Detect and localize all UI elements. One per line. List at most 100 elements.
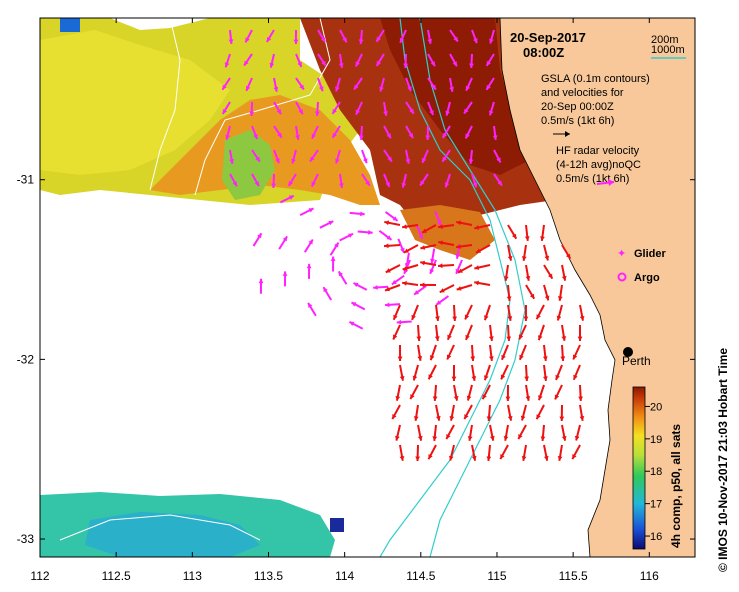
gsla-arrow: [485, 53, 495, 67]
gsla-arrow: [384, 302, 401, 308]
depth-legend-200: 200m: [651, 34, 679, 46]
gsla-arrow: [335, 77, 341, 92]
hf-arrow: [506, 284, 512, 302]
gsla-arrow: [306, 263, 312, 279]
gsla-arrow: [375, 53, 385, 67]
hf-arrow: [420, 244, 437, 250]
hf-arrow: [555, 364, 563, 381]
gsla-arrow: [273, 77, 279, 92]
hf-arrow: [453, 384, 459, 401]
hf-arrow: [392, 324, 401, 340]
hf-arrow: [467, 424, 473, 441]
hf-arrow: [451, 364, 457, 382]
gsla-arrow: [378, 230, 393, 241]
hf-arrow: [437, 263, 455, 269]
x-axis-ticks: 112 112.5 113 113.5 114 114.5 115 115.5 116: [30, 18, 659, 583]
hf-arrow: [579, 404, 585, 421]
hf-arrow: [409, 384, 419, 400]
hf-arrow: [471, 444, 477, 461]
hf-arrow: [517, 424, 527, 440]
gsla-arrow: [339, 29, 348, 43]
hf-arrow: [535, 304, 545, 320]
hf-arrow: [391, 404, 401, 420]
hf-arrow: [486, 444, 492, 462]
gsla-arrow: [295, 77, 305, 91]
hf-arrow: [560, 344, 566, 362]
perth-label: Perth: [622, 354, 651, 368]
gsla-arrow: [361, 149, 368, 164]
gsla-arrow: [243, 53, 253, 67]
hf-arrow: [540, 224, 545, 241]
gsla-arrow: [293, 29, 299, 45]
gsla-arrow: [465, 77, 473, 92]
hf-arrow: [474, 264, 491, 270]
gsla-arrow: [383, 149, 393, 163]
hf-arrow: [456, 244, 473, 249]
map-date: 20-Sep-2017: [510, 30, 586, 45]
hf-arrow: [503, 264, 509, 281]
hf-arrow: [503, 424, 509, 441]
gsla-arrow: [251, 149, 261, 163]
gsla-arrow: [273, 125, 283, 139]
gsla-arrow: [252, 232, 263, 247]
hf-arrow: [524, 224, 530, 242]
hf-arrow: [402, 264, 419, 271]
gsla-arrow: [317, 77, 324, 92]
hf-arrow: [543, 244, 550, 261]
hf-arrow: [579, 304, 585, 321]
hf-arrow: [403, 244, 419, 254]
hf-arrow: [416, 324, 422, 342]
gsla-arrow: [295, 101, 304, 115]
gsla-arrow: [279, 194, 295, 204]
colorbar-tick-label: 17: [650, 499, 662, 511]
hf-legend-line2: (4-12h avg)noQC: [556, 159, 641, 171]
gsla-arrow: [435, 295, 450, 306]
gsla-contour-3: [59, 514, 261, 541]
gsla-arrow: [317, 53, 327, 67]
gsla-arrow: [244, 29, 253, 43]
gsla-arrow: [449, 29, 459, 43]
hf-arrow: [435, 404, 441, 421]
hf-arrow: [384, 220, 401, 226]
hf-arrow: [385, 264, 401, 274]
hf-arrow: [525, 284, 536, 300]
hf-arrow: [419, 282, 437, 288]
credit-label: © IMOS 10-Nov-2017 21:03 Hobart Time: [716, 348, 730, 572]
gsla-arrow: [251, 125, 259, 140]
gsla-arrow: [427, 29, 433, 44]
gsla-arrow: [291, 149, 297, 164]
hf-arrow: [465, 324, 473, 341]
hf-arrow: [427, 444, 437, 460]
hf-arrow: [449, 404, 455, 421]
hf-scale-arrow: [596, 179, 615, 186]
sst-pixel-blue: [330, 518, 344, 532]
gsla-arrow: [269, 53, 275, 68]
colorbar-tick-label: 18: [650, 466, 662, 478]
y-tick-label: -33: [17, 532, 35, 546]
y-tick-label: -32: [17, 352, 35, 366]
gsla-arrow: [229, 173, 238, 187]
gsla-arrow: [228, 29, 234, 45]
hf-arrow: [537, 324, 545, 341]
sst-patch-west-yellow: [40, 30, 230, 175]
colorbar-tick-label: 19: [650, 434, 662, 446]
gsla-arrow: [307, 302, 317, 317]
x-tick-label: 112.5: [102, 569, 131, 583]
x-tick-label: 116: [640, 569, 659, 583]
hf-arrow: [499, 444, 509, 460]
hf-arrow: [481, 384, 491, 400]
hf-arrow: [488, 344, 494, 362]
x-tick-label: 115.5: [559, 569, 588, 583]
hf-arrow: [520, 404, 527, 421]
hf-arrow: [399, 444, 405, 461]
hf-arrow: [435, 304, 440, 322]
gsla-arrow: [375, 29, 385, 43]
hf-arrow: [505, 384, 511, 402]
gsla-arrow: [330, 256, 336, 272]
hf-arrow: [471, 364, 477, 381]
gsla-arrow: [309, 149, 319, 163]
gsla-arrow: [489, 29, 495, 44]
hf-arrow: [524, 364, 530, 382]
gsla-arrow: [434, 210, 442, 226]
